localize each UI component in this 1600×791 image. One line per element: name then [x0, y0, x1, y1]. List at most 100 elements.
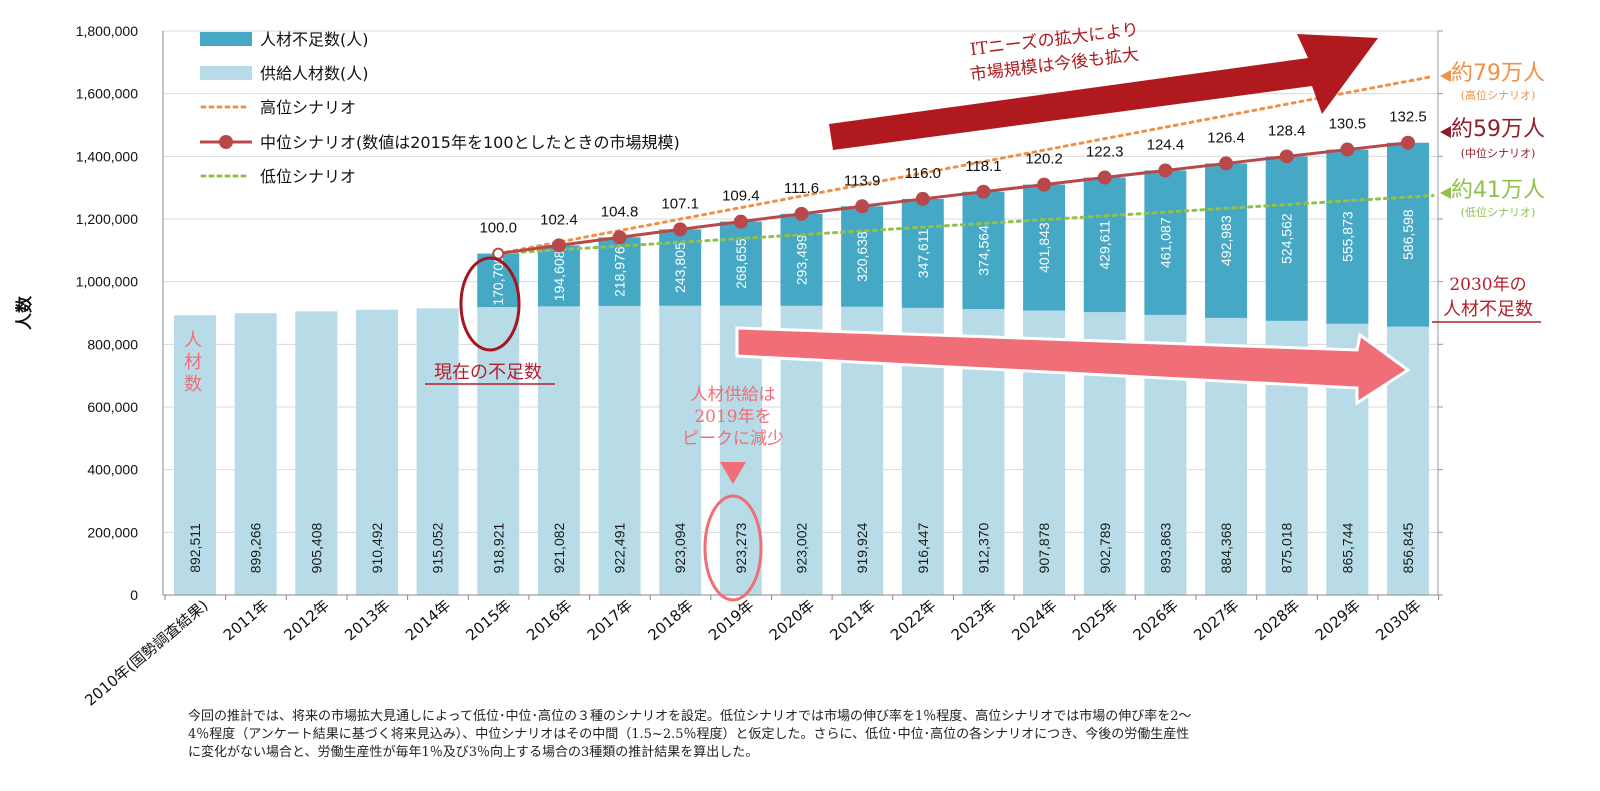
legend-label-high: 高位シナリオ: [260, 98, 356, 117]
x-tick-label: 2021年: [826, 596, 878, 644]
x-tick-label: 2018年: [644, 596, 696, 644]
supply-value-label: 907,878: [1036, 522, 1052, 573]
supply-value-label: 923,273: [733, 522, 749, 573]
x-tick-label: 2010年(国勢調査結果): [81, 596, 211, 709]
shortage-2030-label-2: 人材不足数: [1443, 299, 1533, 320]
side-label-char: 材: [184, 352, 202, 373]
shortage-value-label: 524,562: [1279, 213, 1295, 264]
legend-swatch-mid-marker: [219, 135, 233, 149]
x-tick-label: 2015年: [463, 596, 515, 644]
mid-scenario-value: 約59万人: [1451, 117, 1545, 142]
index-label: 124.4: [1147, 136, 1185, 153]
supply-value-label: 899,266: [248, 522, 264, 573]
index-label: 120.2: [1025, 151, 1063, 168]
legend-swatch-supply: [200, 66, 252, 80]
supply-value-label: 856,845: [1400, 522, 1416, 573]
footnote-line-2: 4％程度（アンケート結果に基づく将来見込み）、中位シナリオはその中間（1.5~2…: [188, 727, 1190, 742]
side-label-char: 人: [184, 330, 202, 351]
shortage-value-label: 586,598: [1400, 209, 1416, 260]
y-tick-label: 1,400,000: [76, 148, 138, 164]
x-tick-label: 2025年: [1069, 596, 1121, 644]
legend-label-shortage: 人材不足数(人): [260, 30, 369, 49]
supply-value-label: 902,789: [1097, 522, 1113, 573]
shortage-bar: [477, 253, 520, 308]
index-label: 116.0: [905, 165, 941, 182]
peak-circle: [703, 494, 763, 602]
x-tick-label: 2014年: [402, 596, 454, 644]
x-tick-labels: 2010年(国勢調査結果) 2011年 2012年 2013年 2014年 2015年 20…: [81, 596, 1424, 709]
mid-scenario-point: [976, 184, 991, 199]
market-growth-arrow: [829, 34, 1378, 150]
supply-value-label: 922,491: [612, 522, 628, 573]
shortage-value-label: 194,608: [551, 250, 567, 301]
mid-scenario-point: [1158, 163, 1173, 178]
y-tick-labels: 0 200,000 400,000 600,000 800,000 1,000,000 1,…: [14, 23, 138, 603]
index-label: 118.1: [965, 158, 1001, 175]
shortage-2030-label-1: 2030年の: [1449, 275, 1526, 295]
shortage-value-label: 374,564: [975, 225, 991, 276]
y-tick-label: 1,600,000: [76, 86, 138, 102]
mid-scenario-sub: (中位シナリオ): [1461, 146, 1536, 160]
supply-bar: [416, 308, 459, 595]
index-label: 102.4: [540, 211, 578, 228]
x-tick-label: 2011年: [220, 596, 272, 644]
shortage-bar: [901, 198, 944, 308]
shortage-bar: [1023, 184, 1066, 311]
mid-scenario-point: [1340, 142, 1355, 157]
y-tick-label: 400,000: [87, 462, 138, 478]
supply-bar: [477, 307, 520, 595]
shortage-growth-arrow: [735, 326, 1411, 406]
mid-scenario-point: [1279, 149, 1294, 164]
low-scenario-sub: (低位シナリオ): [1461, 205, 1536, 219]
supply-peak-text-2: 2019年を: [694, 407, 771, 427]
supply-value-label: 875,018: [1279, 522, 1295, 573]
mid-scenario-line: [498, 141, 1409, 256]
mid-scenario-point: [794, 206, 809, 221]
supply-peak-text-1: 人材供給は: [691, 385, 776, 405]
mid-scenario-point: [1037, 177, 1052, 192]
x-tick-label: 2017年: [584, 596, 636, 644]
scenario-lines: [492, 74, 1435, 260]
mid-scenario-point: [1219, 156, 1234, 171]
side-label-char: 数: [184, 374, 202, 395]
shortage-bar: [1265, 156, 1308, 321]
index-label: 100.0: [479, 220, 517, 237]
x-tick-label: 2026年: [1130, 596, 1182, 644]
high-scenario-sub: (高位シナリオ): [1461, 88, 1536, 102]
index-label: 130.5: [1329, 116, 1367, 133]
y-tick-label: 0: [130, 587, 138, 603]
shortage-value-label: 555,873: [1339, 211, 1355, 262]
mid-scenario-point: [1097, 170, 1112, 185]
supply-value-label: 892,511: [187, 523, 203, 573]
supply-bar: [598, 305, 641, 595]
footnote-line-3: に変化がない場合と、労働生産性が毎年1％及び3％向上する場合の3種類の推計結果を…: [188, 745, 759, 760]
high-scenario-line: [496, 74, 1435, 256]
supply-bar: [659, 305, 702, 595]
shortage-value-label: 293,499: [794, 234, 810, 285]
x-tick-label: 2023年: [948, 596, 1000, 644]
down-triangle-icon: [720, 462, 746, 484]
legend-swatch-shortage: [200, 32, 252, 46]
legend-label-supply: 供給人材数(人): [260, 64, 369, 83]
low-scenario-line: [496, 194, 1435, 256]
legend-label-mid: 中位シナリオ(数値は2015年を100としたときの市場規模): [260, 133, 680, 152]
shortage-bar: [1144, 170, 1187, 315]
supply-value-label: 921,082: [551, 522, 567, 573]
supply-value-label: 915,052: [430, 522, 446, 573]
low-marker-icon: [1440, 187, 1451, 199]
x-tick-label: 2028年: [1251, 596, 1303, 644]
mid-scenario-point: [673, 222, 688, 237]
index-label: 104.8: [601, 203, 639, 220]
shortage-bar: [1387, 142, 1429, 327]
mid-scenario-point: [551, 238, 566, 253]
high-scenario-value: 約79万人: [1451, 61, 1545, 86]
index-label: 122.3: [1086, 144, 1124, 161]
supply-bar: [537, 306, 580, 595]
shortage-value-label: 347,611: [915, 228, 931, 278]
supply-value-label: 905,408: [308, 522, 324, 573]
shortage-value-label: 492,983: [1218, 215, 1234, 266]
shortage-bar: [1205, 163, 1248, 318]
axes: [162, 30, 1443, 600]
shortage-bar: [962, 191, 1005, 310]
y-tick-label: 1,800,000: [76, 23, 138, 39]
